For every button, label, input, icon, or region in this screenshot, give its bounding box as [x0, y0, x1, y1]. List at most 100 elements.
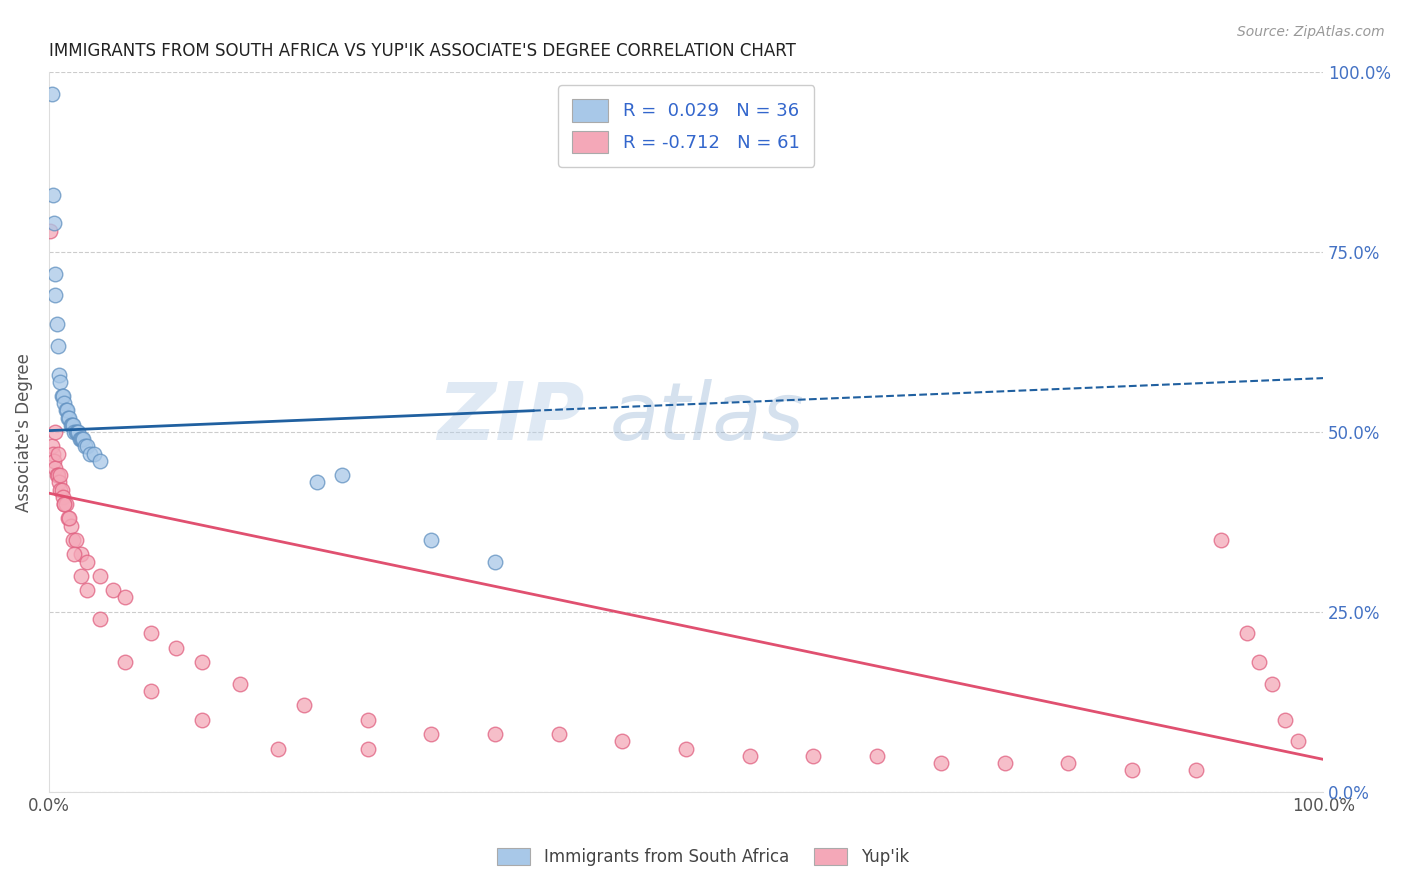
Text: atlas: atlas [610, 379, 804, 457]
Point [292, 698, 315, 713]
Point [69, 547, 91, 561]
Point [45, 317, 67, 331]
Point [420, 727, 443, 741]
Point [547, 727, 569, 741]
Point [76, 440, 98, 454]
Legend: R =  0.029   N = 36, R = -0.712   N = 61: R = 0.029 N = 36, R = -0.712 N = 61 [558, 85, 814, 167]
Point [42, 187, 65, 202]
Point [55, 403, 77, 417]
Point [49, 483, 72, 497]
Point [53, 497, 76, 511]
Point [44, 267, 66, 281]
Y-axis label: Associate's Degree: Associate's Degree [15, 352, 32, 511]
Point [72, 432, 94, 446]
Point [267, 741, 290, 756]
Point [52, 389, 75, 403]
Point [101, 583, 124, 598]
Point [114, 591, 136, 605]
Point [994, 756, 1017, 770]
Point [42, 447, 65, 461]
Point [356, 741, 378, 756]
Point [49, 375, 72, 389]
Point [45, 468, 67, 483]
Point [1057, 756, 1080, 770]
Point [484, 727, 506, 741]
Point [46, 447, 69, 461]
Point [56, 403, 79, 417]
Point [1261, 677, 1284, 691]
Point [52, 490, 75, 504]
Point [60, 417, 83, 432]
Point [165, 640, 187, 655]
Point [55, 497, 77, 511]
Point [191, 655, 214, 669]
Point [51, 483, 73, 497]
Point [69, 432, 91, 446]
Point [69, 569, 91, 583]
Point [1211, 533, 1233, 547]
Point [63, 425, 86, 439]
Point [67, 425, 90, 439]
Point [42, 217, 65, 231]
Point [675, 741, 697, 756]
Point [48, 368, 70, 382]
Point [58, 511, 80, 525]
Point [420, 533, 443, 547]
Point [44, 461, 66, 475]
Point [330, 468, 353, 483]
Point [53, 497, 76, 511]
Legend: Immigrants from South Africa, Yup'ik: Immigrants from South Africa, Yup'ik [489, 840, 917, 875]
Point [56, 511, 79, 525]
Text: Source: ZipAtlas.com: Source: ZipAtlas.com [1237, 25, 1385, 39]
Point [612, 734, 634, 748]
Point [44, 288, 66, 302]
Point [73, 440, 96, 454]
Point [69, 432, 91, 446]
Point [70, 432, 93, 446]
Point [114, 655, 136, 669]
Point [1236, 626, 1258, 640]
Point [229, 677, 252, 691]
Point [866, 748, 889, 763]
Point [89, 612, 111, 626]
Point [51, 389, 73, 403]
Point [62, 533, 84, 547]
Point [83, 447, 105, 461]
Point [484, 555, 506, 569]
Point [738, 748, 761, 763]
Point [48, 475, 70, 490]
Point [59, 518, 82, 533]
Point [305, 475, 328, 490]
Point [139, 626, 162, 640]
Point [65, 425, 87, 439]
Point [62, 417, 84, 432]
Point [56, 410, 79, 425]
Point [46, 468, 69, 483]
Point [79, 447, 101, 461]
Point [191, 713, 214, 727]
Point [1274, 713, 1296, 727]
Point [49, 468, 72, 483]
Point [929, 756, 952, 770]
Point [59, 417, 82, 432]
Point [39, 224, 62, 238]
Point [41, 87, 63, 101]
Text: IMMIGRANTS FROM SOUTH AFRICA VS YUP'IK ASSOCIATE'S DEGREE CORRELATION CHART: IMMIGRANTS FROM SOUTH AFRICA VS YUP'IK A… [49, 42, 796, 60]
Point [1249, 655, 1271, 669]
Point [803, 748, 825, 763]
Point [66, 425, 89, 439]
Point [65, 533, 87, 547]
Point [46, 339, 69, 353]
Text: ZIP: ZIP [437, 379, 583, 457]
Point [76, 555, 98, 569]
Point [89, 454, 111, 468]
Point [1286, 734, 1309, 748]
Point [41, 440, 63, 454]
Point [356, 713, 378, 727]
Point [1184, 763, 1206, 777]
Point [44, 425, 66, 439]
Point [53, 396, 76, 410]
Point [63, 547, 86, 561]
Point [42, 454, 65, 468]
Point [1121, 763, 1143, 777]
